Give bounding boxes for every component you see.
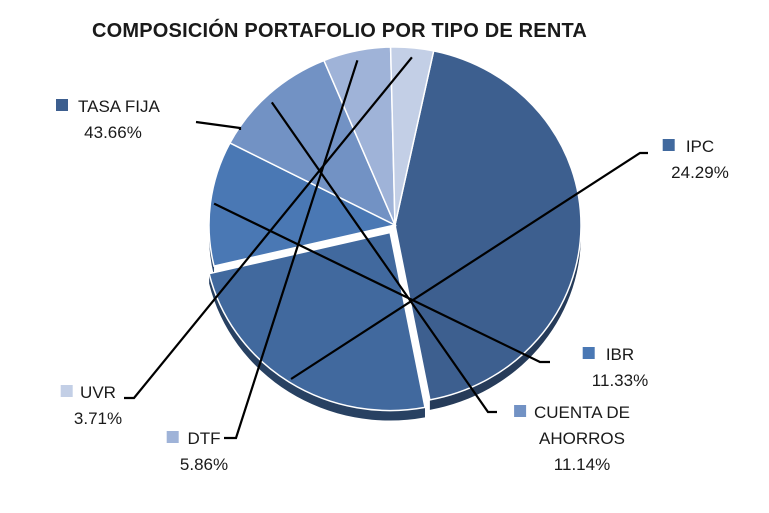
- pie-slice-tasa-fija: [394, 50, 582, 401]
- legend-marker-cuenta-de-ahorros: [514, 405, 527, 417]
- legend-marker-ibr: [582, 347, 595, 359]
- slice-percent-ipc: 24.29%: [671, 163, 729, 182]
- slice-label-ipc: IPC: [686, 137, 714, 156]
- pie-slice-ipc: [208, 231, 426, 412]
- leader-line-uvr: [124, 56, 413, 400]
- leader-line-cuenta-de-ahorros: [270, 101, 497, 414]
- slice-percent-tasa-fija: 43.66%: [84, 123, 142, 142]
- slice-label-cuenta-de-ahorros: AHORROS: [539, 429, 625, 448]
- chart-title: COMPOSICIÓN PORTAFOLIO POR TIPO DE RENTA: [92, 20, 588, 42]
- leader-line-tasa-fija: [195, 120, 242, 130]
- leader-line-ipc: [290, 151, 648, 380]
- leader-line-dtf: [224, 59, 359, 440]
- slice-percent-dtf: 5.86%: [180, 455, 228, 474]
- slice-percent-ibr: 11.33%: [592, 371, 648, 390]
- slice-percent-uvr: 3.71%: [74, 409, 122, 428]
- pie-slice-uvr: [389, 46, 435, 226]
- slice-label-dtf: DTF: [187, 429, 220, 448]
- slice-label-tasa-fija: TASA FIJA: [78, 97, 161, 116]
- pie-slice-cuenta-de-ahorros: [228, 59, 397, 227]
- leader-line-ibr: [213, 202, 550, 364]
- slice-percent-cuenta-de-ahorros: 11.14%: [554, 455, 610, 474]
- slice-label-ibr: IBR: [606, 345, 634, 364]
- slice-label-cuenta-de-ahorros: CUENTA DE: [534, 403, 630, 422]
- pie-slice-ibr: [208, 141, 398, 268]
- legend-marker-dtf: [166, 431, 179, 443]
- slice-label-uvr: UVR: [80, 383, 116, 402]
- slice-side-tasa-fija: [429, 225, 581, 410]
- legend-marker-tasa-fija: [56, 99, 68, 111]
- legend-marker-ipc: [662, 139, 675, 151]
- legend-marker-uvr: [60, 385, 73, 397]
